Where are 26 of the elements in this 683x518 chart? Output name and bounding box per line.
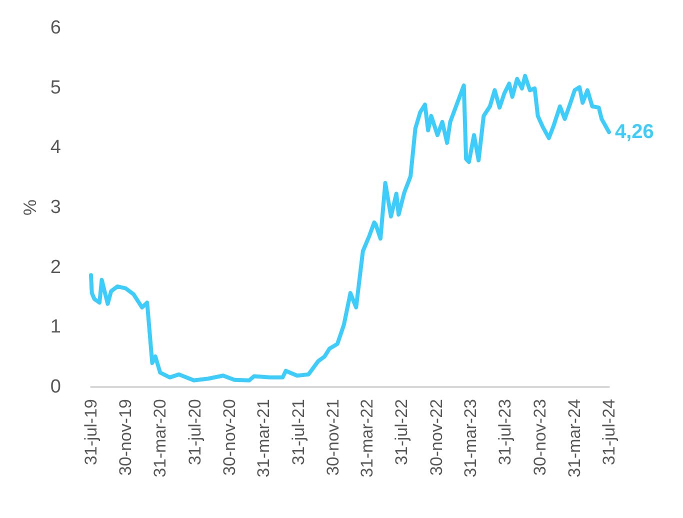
- y-tick-label: 6: [50, 18, 61, 38]
- x-tick-label: 31-jul-24: [600, 399, 618, 466]
- y-tick-label: 2: [50, 256, 61, 278]
- x-tick-label: 31-mar-21: [254, 399, 274, 478]
- x-tick-label: 30-nov-23: [530, 399, 550, 476]
- x-tick-label: 31-mar-24: [564, 399, 584, 478]
- x-tick-label: 31-mar-22: [358, 399, 377, 478]
- y-tick-label: 5: [50, 77, 61, 98]
- y-axis-title: %: [20, 199, 40, 216]
- x-tick-label: 31-jul-21: [288, 399, 308, 466]
- y-tick-label: 4: [50, 137, 62, 158]
- y-tick-label: 0: [50, 376, 61, 398]
- x-tick-label: 31-jul-22: [392, 399, 412, 466]
- y-tick-label: 3: [50, 197, 61, 218]
- x-tick-label: 30-nov-21: [323, 399, 342, 476]
- line-series: [89, 74, 611, 382]
- annotation: 4,26: [615, 121, 654, 144]
- x-tick-label: 30-nov-22: [426, 399, 446, 476]
- x-tick-label: 31-mar-20: [150, 399, 170, 478]
- x-tick-label: 31-mar-23: [461, 399, 480, 478]
- x-tick-label: 31-jul-23: [496, 399, 515, 466]
- y-tick-label: 1: [50, 316, 61, 338]
- x-tick-label: 31-jul-20: [185, 399, 204, 466]
- x-tick-label: 31-jul-19: [82, 399, 100, 466]
- x-tick-label: 30-nov-19: [116, 399, 136, 476]
- x-tick-label: 30-nov-20: [220, 399, 239, 476]
